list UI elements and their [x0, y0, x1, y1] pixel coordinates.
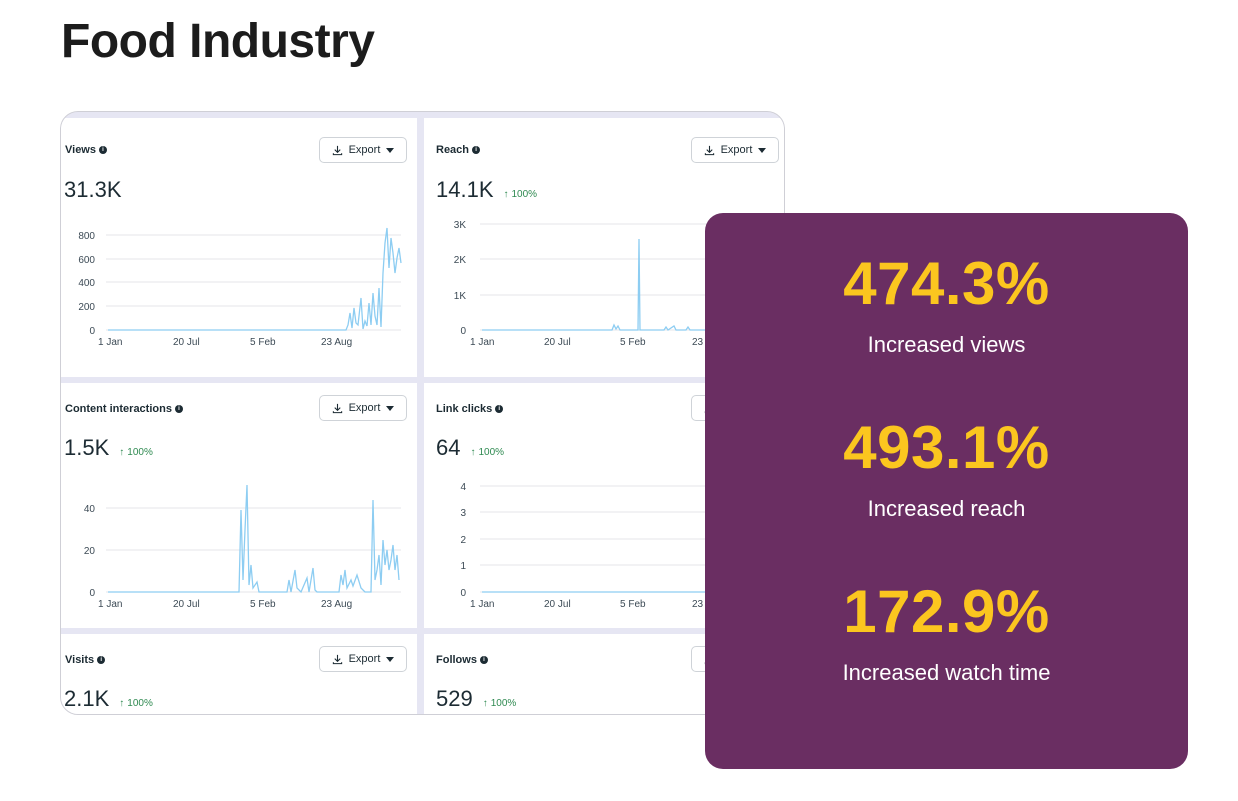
delta-badge: ↑ 100%: [119, 447, 153, 458]
x-tick: 5 Feb: [250, 599, 276, 610]
x-tick: 23: [692, 337, 704, 348]
chevron-down-icon: [386, 147, 395, 153]
info-icon[interactable]: i: [99, 146, 107, 154]
content-interactions-title: Content interactions i: [65, 403, 183, 415]
y-tick: 1K: [454, 291, 467, 302]
y-tick: 20: [84, 546, 96, 557]
x-tick: 1 Jan: [470, 599, 494, 610]
arrow-up-icon: ↑: [119, 698, 125, 709]
arrow-up-icon: ↑: [119, 447, 125, 458]
x-tick: 20 Jul: [544, 599, 571, 610]
stat-value: 172.9%: [843, 578, 1050, 645]
info-icon[interactable]: i: [472, 146, 481, 154]
info-icon[interactable]: i: [174, 405, 183, 413]
stat-value: 474.3%: [843, 250, 1050, 317]
chevron-down-icon: [386, 405, 395, 411]
stats-panel: 474.3% Increased views 493.1% Increased …: [705, 213, 1188, 769]
x-tick: 1 Jan: [470, 337, 494, 348]
delta-badge: ↑ 100%: [482, 698, 517, 709]
views-value: 31.3K: [64, 177, 122, 202]
export-button[interactable]: Export: [319, 137, 407, 163]
x-tick: 23: [692, 599, 704, 610]
arrow-up-icon: ↑: [482, 698, 488, 709]
content-interactions-card: Content interactions i Export 1.5K ↑ 100%…: [61, 383, 417, 628]
stat-label: Increased watch time: [842, 660, 1051, 685]
y-tick: 400: [78, 278, 95, 289]
x-tick: 5 Feb: [250, 337, 276, 348]
download-icon: [332, 145, 342, 155]
download-icon: [704, 145, 714, 155]
x-tick: 5 Feb: [620, 599, 646, 610]
analytics-screenshot: Views i Export 31.3K 800 600 400 200 0 1…: [60, 111, 785, 715]
delta-badge: ↑ 100%: [503, 189, 538, 200]
stat-value: 493.1%: [843, 414, 1050, 481]
export-button[interactable]: Export: [319, 646, 407, 672]
y-tick: 40: [84, 504, 96, 515]
reach-series: [482, 238, 784, 331]
x-tick: 1 Jan: [98, 337, 122, 348]
delta-badge: ↑ 100%: [470, 447, 505, 458]
x-tick: 23 Aug: [321, 337, 352, 348]
y-tick: 800: [78, 231, 95, 242]
download-icon: [332, 403, 342, 413]
views-chart: 800 600 400 200 0 1 Jan 20 Jul 5 Feb 23 …: [78, 227, 402, 348]
info-icon[interactable]: i: [495, 405, 504, 413]
y-tick: 0: [460, 326, 466, 337]
info-icon[interactable]: i: [479, 656, 488, 664]
y-tick: 0: [460, 588, 466, 599]
chevron-down-icon: [386, 656, 395, 662]
stat-label: Increased views: [867, 332, 1026, 357]
content-interactions-series: [108, 484, 400, 594]
stat-label: Increased reach: [867, 496, 1026, 521]
content-interactions-value: 1.5K ↑ 100%: [64, 435, 153, 460]
y-tick: 3: [460, 508, 466, 519]
x-tick: 20 Jul: [173, 337, 200, 348]
link-clicks-value: 64 ↑ 100%: [436, 435, 505, 460]
y-tick: 0: [89, 588, 95, 599]
follows-value: 529 ↑ 100%: [436, 686, 517, 711]
visits-value: 2.1K ↑ 100%: [64, 686, 153, 711]
export-button[interactable]: Export: [319, 395, 407, 421]
info-icon[interactable]: i: [97, 656, 106, 664]
x-tick: 23 Aug: [321, 599, 352, 610]
x-tick: 20 Jul: [173, 599, 200, 610]
views-title: Views i: [65, 144, 107, 156]
page-title: Food Industry: [61, 15, 375, 68]
x-tick: 5 Feb: [620, 337, 646, 348]
y-tick: 2K: [454, 255, 467, 266]
reach-value: 14.1K ↑ 100%: [436, 177, 538, 202]
y-tick: 1: [460, 561, 466, 572]
x-tick: 20 Jul: [544, 337, 571, 348]
y-tick: 600: [78, 255, 95, 266]
views-series: [108, 227, 402, 331]
export-button[interactable]: Export: [691, 137, 779, 163]
y-tick: 200: [78, 302, 95, 313]
chevron-down-icon: [758, 147, 767, 153]
arrow-up-icon: ↑: [470, 447, 476, 458]
content-interactions-chart: 40 20 0 1 Jan 20 Jul 5 Feb 23 Aug: [84, 484, 401, 610]
follows-title: Follows i: [436, 654, 488, 666]
visits-title: Visits i: [65, 654, 106, 666]
delta-badge: ↑ 100%: [119, 698, 153, 709]
stat-views: 474.3% Increased views: [705, 249, 1188, 358]
download-icon: [332, 654, 342, 664]
arrow-up-icon: ↑: [503, 189, 509, 200]
stat-reach: 493.1% Increased reach: [705, 413, 1188, 522]
y-tick: 4: [460, 482, 466, 493]
y-tick: 3K: [454, 220, 467, 231]
y-tick: 0: [89, 326, 95, 337]
x-tick: 1 Jan: [98, 599, 122, 610]
stat-watch-time: 172.9% Increased watch time: [705, 577, 1188, 686]
visits-card: Visits i Export 2.1K ↑ 100%: [61, 634, 417, 714]
reach-title: Reach i: [436, 144, 481, 156]
link-clicks-title: Link clicks i: [436, 403, 504, 415]
views-card: Views i Export 31.3K 800 600 400 200 0 1…: [61, 118, 417, 377]
y-tick: 2: [460, 535, 466, 546]
